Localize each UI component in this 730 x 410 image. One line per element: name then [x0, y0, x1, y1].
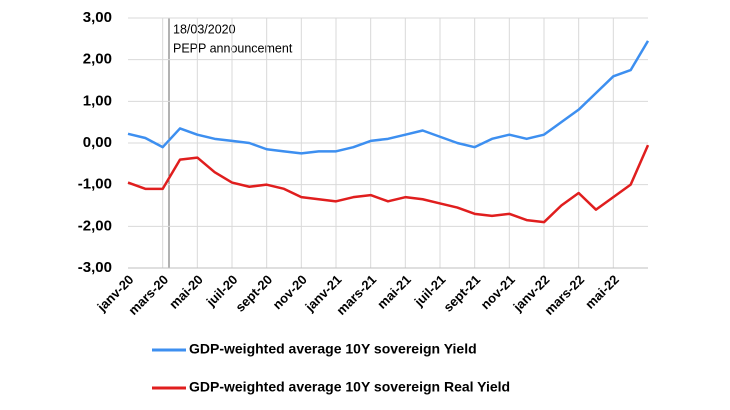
y-tick-label: -2,00: [78, 217, 112, 234]
series-line: [127, 144, 650, 224]
annotation-date: 18/03/2020: [173, 22, 236, 36]
x-tick-label: sept-20: [232, 272, 275, 315]
y-tick-label: 2,00: [83, 51, 112, 68]
annotation-text: PEPP announcement: [173, 41, 293, 55]
x-tick-label: mai-21: [374, 272, 414, 312]
y-tick-label: 0,00: [83, 134, 112, 151]
y-tick-label: -3,00: [78, 259, 112, 276]
y-tick-label: -1,00: [78, 176, 112, 193]
series-line: [127, 40, 650, 155]
x-tick-label: sept-21: [440, 272, 483, 315]
x-tick-label: mai-22: [582, 272, 622, 312]
y-tick-label: 3,00: [83, 9, 112, 26]
x-tick-label: mai-20: [166, 272, 206, 312]
legend-label: GDP-weighted average 10Y sovereign Real …: [189, 379, 510, 395]
y-tick-label: 1,00: [83, 92, 112, 109]
legend-label: GDP-weighted average 10Y sovereign Yield: [189, 341, 477, 357]
